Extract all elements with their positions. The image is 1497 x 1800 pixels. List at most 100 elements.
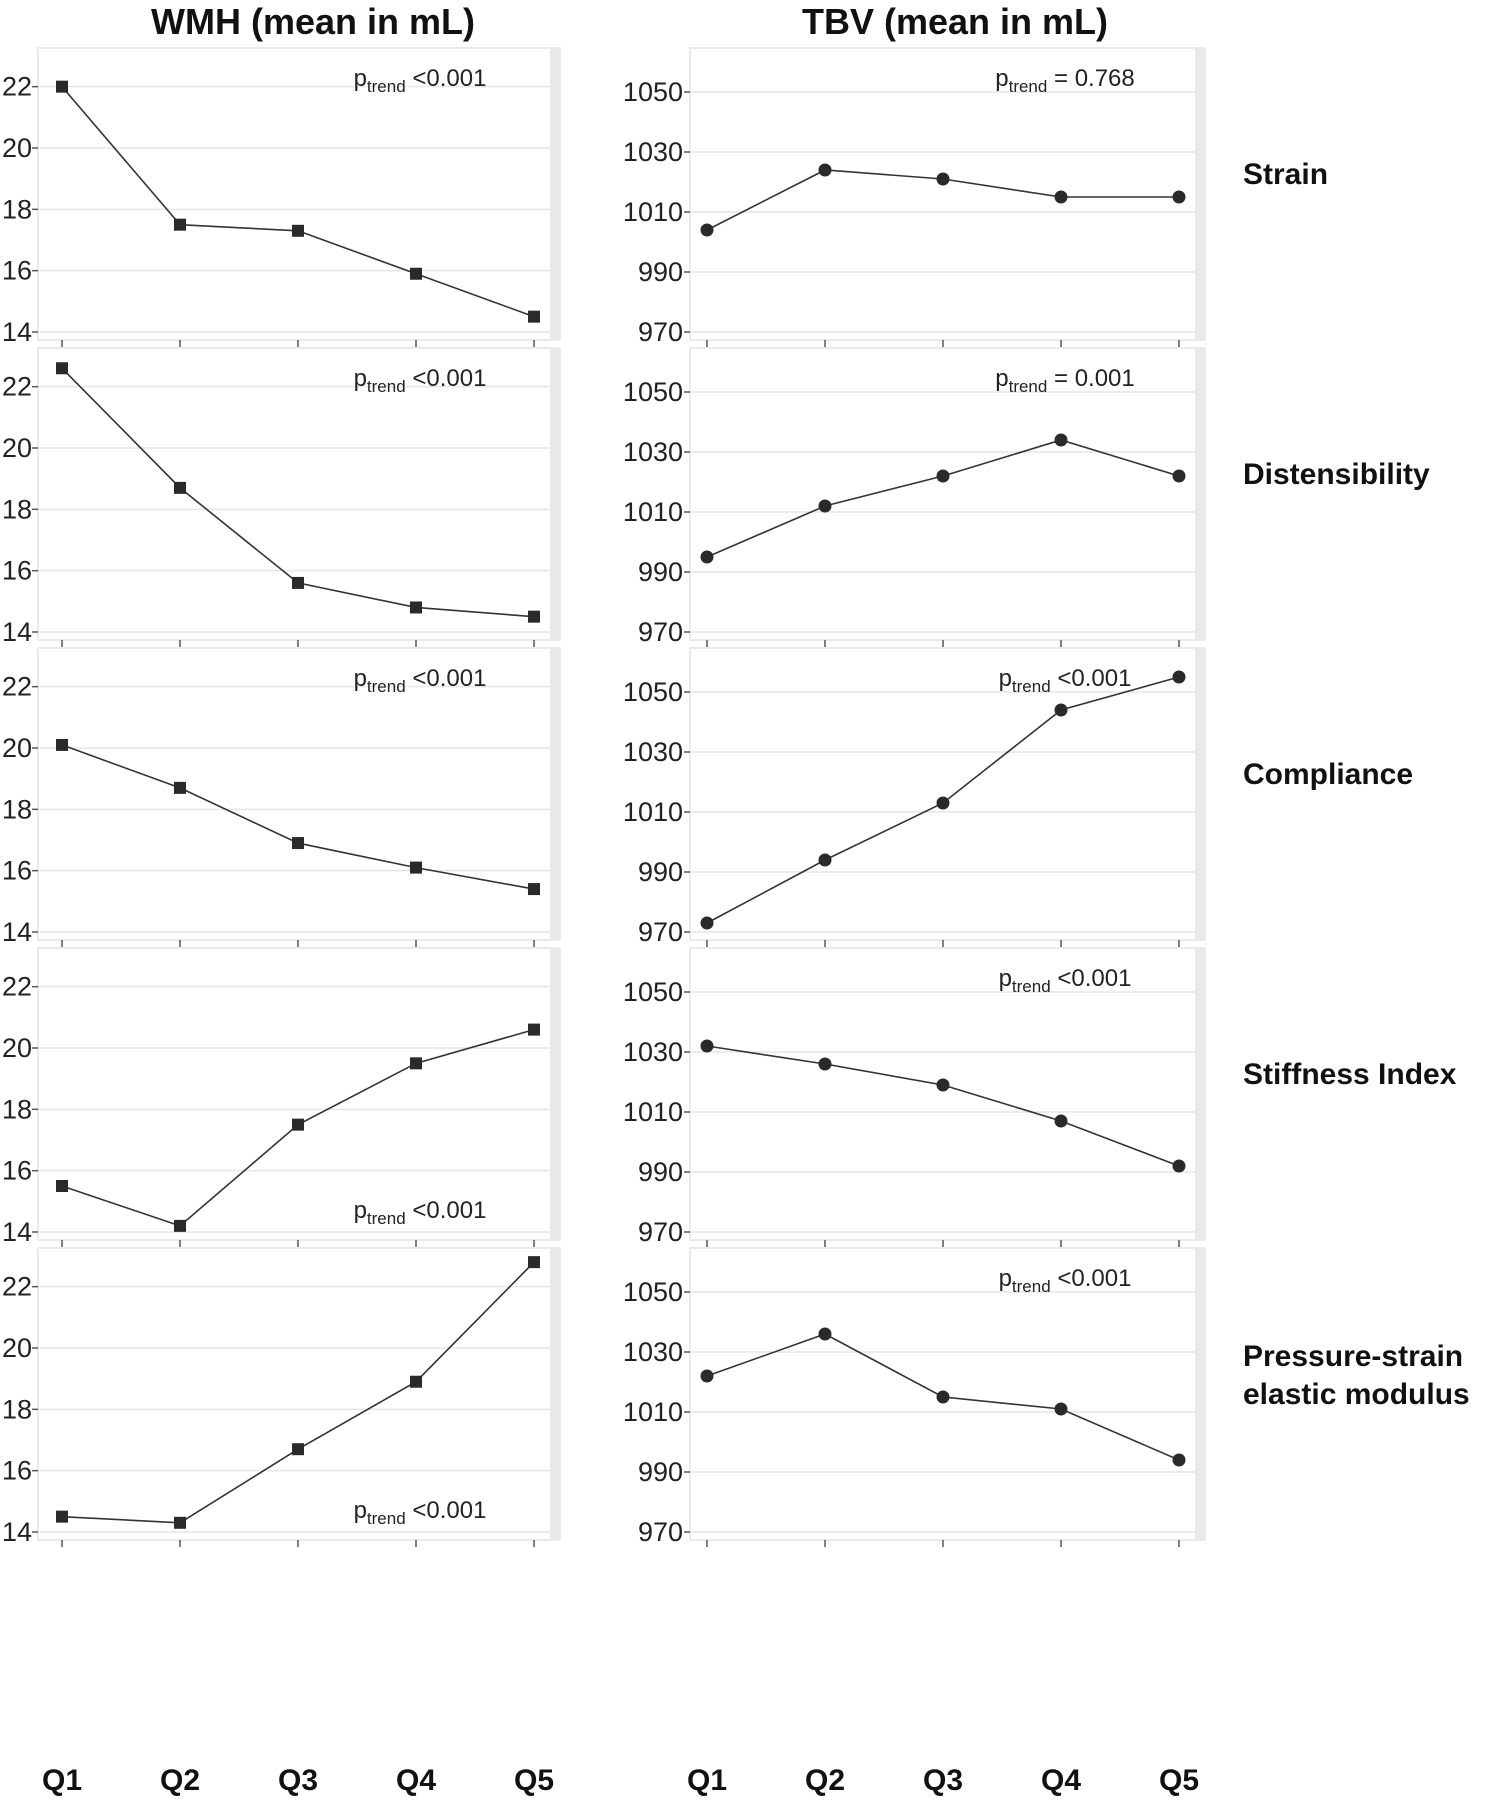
y-tick-label: 1030 bbox=[623, 737, 683, 767]
y-tick-label: 16 bbox=[2, 1456, 32, 1486]
data-point-square bbox=[528, 883, 540, 896]
y-tick-label: 1010 bbox=[623, 497, 683, 527]
x-axis-labels: Q1 Q2 Q3 Q4 Q5 Q1 Q2 Q3 Q4 Q5 bbox=[42, 1764, 1199, 1797]
p-subscript: trend bbox=[367, 1509, 406, 1528]
p-subscript: trend bbox=[367, 677, 406, 696]
data-point-square bbox=[292, 1443, 304, 1456]
y-tick-label: 1030 bbox=[623, 137, 683, 167]
x-tick-label-wmh: Q4 bbox=[396, 1764, 436, 1797]
data-point-circle bbox=[1054, 703, 1068, 717]
y-tick-label: 1010 bbox=[623, 197, 683, 227]
plot-edge-strip bbox=[1195, 348, 1205, 640]
p-trend-annotation: ptrend <0.001 bbox=[354, 65, 487, 96]
data-point-circle bbox=[1172, 469, 1186, 483]
x-tick-label-tbv: Q3 bbox=[923, 1764, 963, 1797]
y-tick-label: 22 bbox=[2, 972, 32, 1002]
data-point-square bbox=[174, 481, 186, 494]
data-point-square bbox=[528, 310, 540, 323]
y-tick-label: 970 bbox=[638, 617, 683, 647]
y-tick-label: 18 bbox=[2, 1394, 32, 1424]
y-tick-label: 18 bbox=[2, 194, 32, 224]
data-point-square bbox=[528, 1256, 540, 1269]
plot-area bbox=[689, 947, 1206, 1241]
p-trend-annotation: ptrend <0.001 bbox=[999, 965, 1132, 996]
y-tick-label: 22 bbox=[2, 1272, 32, 1302]
p-symbol: p bbox=[354, 65, 367, 92]
plot-area bbox=[37, 947, 561, 1241]
p-trend-annotation: ptrend <0.001 bbox=[999, 665, 1132, 696]
x-tick-label-tbv: Q5 bbox=[1159, 1764, 1199, 1797]
x-tick-label-tbv: Q4 bbox=[1041, 1764, 1081, 1797]
p-subscript: trend bbox=[1012, 1277, 1051, 1296]
y-tick-label: 16 bbox=[2, 856, 32, 886]
panel-wmh-1: 14 16 18 20 22 ptrend <0.001 bbox=[2, 47, 561, 347]
data-point-square bbox=[56, 80, 68, 93]
x-tick-label-wmh: Q2 bbox=[160, 1764, 200, 1797]
p-symbol: p bbox=[354, 665, 367, 692]
y-tick-label: 1030 bbox=[623, 1337, 683, 1367]
y-tick-label: 1030 bbox=[623, 437, 683, 467]
data-point-circle bbox=[1054, 1402, 1068, 1416]
p-symbol: p bbox=[354, 1497, 367, 1524]
plot-edge-strip bbox=[550, 648, 560, 940]
data-point-square bbox=[410, 861, 422, 874]
data-point-circle bbox=[1054, 433, 1068, 447]
y-tick-label: 1010 bbox=[623, 1097, 683, 1127]
p-subscript: trend bbox=[367, 77, 406, 96]
plot-area bbox=[37, 47, 561, 341]
row-label-line: Compliance bbox=[1243, 758, 1413, 791]
y-tick-label: 990 bbox=[638, 1157, 683, 1187]
panel-tbv-4: 970 990 1010 1030 1050 ptrend <0.001 bbox=[623, 947, 1206, 1247]
x-tick-label-tbv: Q1 bbox=[687, 1764, 727, 1797]
y-tick-label: 970 bbox=[638, 1217, 683, 1247]
p-symbol: p bbox=[999, 665, 1012, 692]
y-tick-label: 1030 bbox=[623, 1037, 683, 1067]
p-value: <0.001 bbox=[406, 65, 487, 92]
p-trend-annotation: ptrend <0.001 bbox=[354, 1197, 487, 1228]
y-tick-label: 20 bbox=[2, 733, 32, 763]
y-tick-label: 18 bbox=[2, 494, 32, 524]
data-point-square bbox=[410, 601, 422, 614]
y-tick-label: 22 bbox=[2, 72, 32, 102]
y-tick-label: 990 bbox=[638, 257, 683, 287]
y-tick-label: 970 bbox=[638, 1517, 683, 1547]
row-label-line: Strain bbox=[1243, 158, 1328, 191]
y-tick-label: 990 bbox=[638, 1457, 683, 1487]
data-point-square bbox=[292, 837, 304, 850]
row-labels: Strain Distensibility Compliance Stiffness … bbox=[1243, 158, 1470, 1411]
plot-area bbox=[689, 647, 1206, 941]
p-value: = 0.001 bbox=[1047, 365, 1134, 392]
data-point-circle bbox=[936, 1390, 950, 1404]
data-point-circle bbox=[936, 796, 950, 810]
p-symbol: p bbox=[999, 965, 1012, 992]
data-point-square bbox=[528, 1023, 540, 1036]
p-value: <0.001 bbox=[1051, 1265, 1132, 1292]
data-point-square bbox=[410, 267, 422, 280]
panel-wmh-3: 14 16 18 20 22 ptrend <0.001 bbox=[2, 647, 561, 947]
p-value: <0.001 bbox=[406, 665, 487, 692]
y-tick-label: 1050 bbox=[623, 1277, 683, 1307]
p-subscript: trend bbox=[367, 377, 406, 396]
row-label-2: Distensibility bbox=[1243, 458, 1430, 491]
y-tick-label: 18 bbox=[2, 794, 32, 824]
row-label-4: Stiffness Index bbox=[1243, 1058, 1457, 1091]
y-tick-label: 970 bbox=[638, 317, 683, 347]
data-point-square bbox=[292, 1118, 304, 1131]
y-tick-label: 1050 bbox=[623, 977, 683, 1007]
data-point-circle bbox=[936, 172, 950, 186]
data-point-circle bbox=[818, 1057, 832, 1071]
panel-tbv-1: 970 990 1010 1030 1050 ptrend = 0.768 bbox=[623, 47, 1206, 347]
y-tick-label: 20 bbox=[2, 1033, 32, 1063]
y-tick-label: 20 bbox=[2, 433, 32, 463]
data-point-circle bbox=[700, 916, 714, 930]
panel-wmh-2: 14 16 18 20 22 ptrend <0.001 bbox=[2, 347, 561, 647]
p-symbol: p bbox=[999, 1265, 1012, 1292]
data-point-square bbox=[174, 218, 186, 231]
data-point-circle bbox=[1054, 190, 1068, 204]
data-point-square bbox=[410, 1375, 422, 1388]
y-tick-label: 16 bbox=[2, 1156, 32, 1186]
plot-area bbox=[689, 47, 1206, 341]
data-point-circle bbox=[1172, 1453, 1186, 1467]
